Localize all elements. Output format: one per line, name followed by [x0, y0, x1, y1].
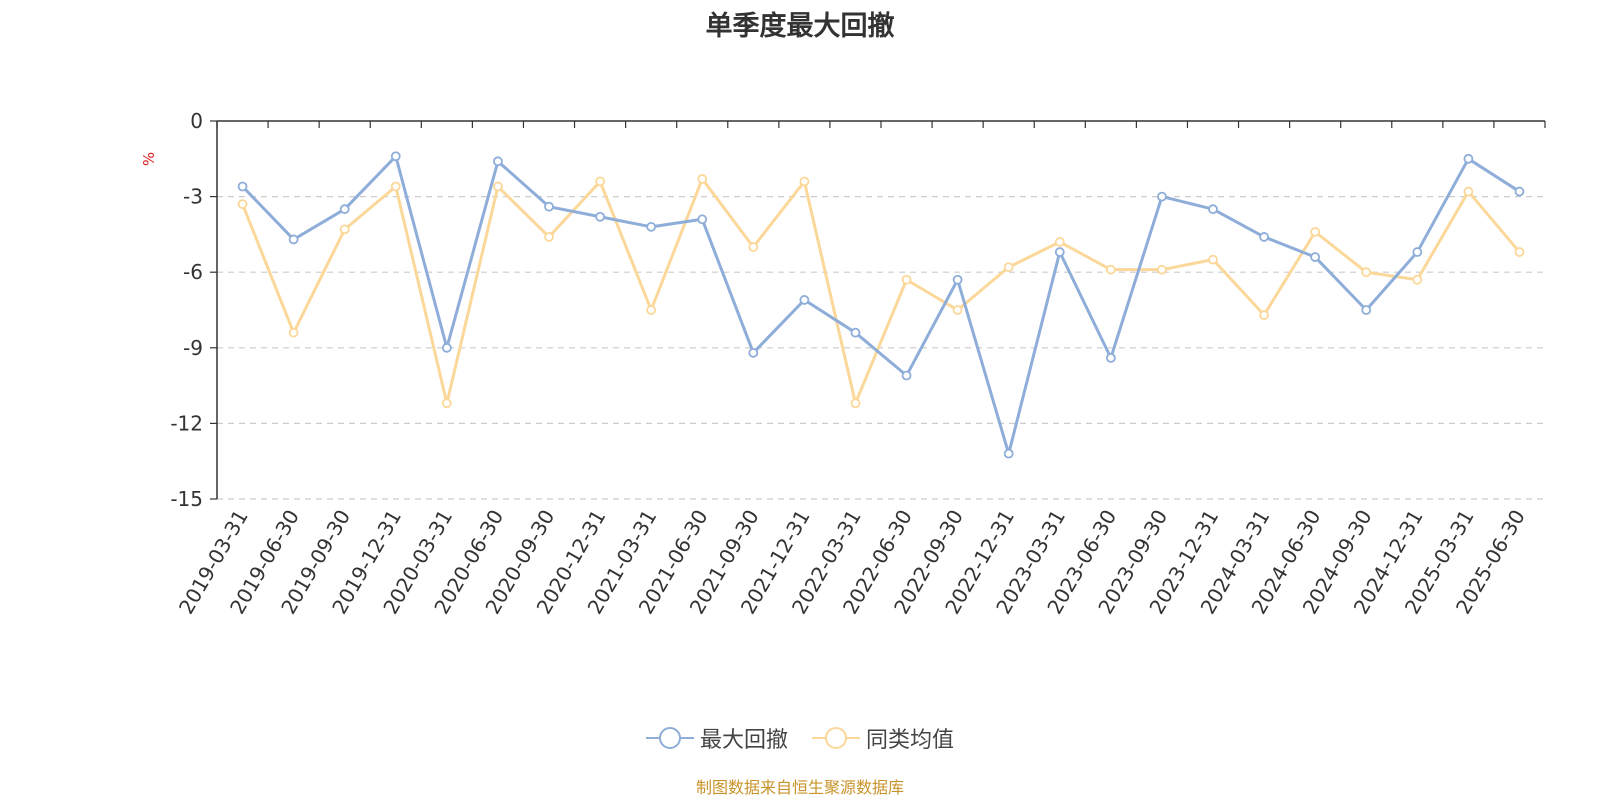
data-point [901, 274, 912, 285]
data-point [1208, 204, 1218, 215]
x-tick-labels: 2019-03-312019-06-302019-09-302019-12-31… [174, 506, 1530, 619]
data-point [288, 234, 299, 245]
legend: 最大回撤 同类均值 [0, 722, 1600, 754]
data-point [339, 224, 350, 235]
data-point [1105, 352, 1116, 363]
data-point [646, 221, 657, 232]
data-point [544, 232, 554, 242]
data-point [1208, 254, 1218, 265]
data-point [646, 305, 657, 315]
data-point [1157, 264, 1167, 275]
data-point [850, 327, 861, 338]
data-point [595, 176, 605, 187]
data-point [1105, 264, 1116, 275]
data-point [237, 181, 248, 192]
data-point [952, 305, 963, 315]
grid-lines [217, 196, 1545, 500]
data-point [1003, 262, 1014, 273]
y-tick-label: -9 [183, 336, 203, 360]
data-point [1514, 186, 1525, 197]
data-point [1003, 448, 1014, 459]
data-point [901, 370, 912, 381]
y-tick-label: -15 [170, 487, 203, 511]
legend-swatch-peer-average [812, 727, 860, 749]
data-point [288, 327, 299, 338]
data-point [799, 295, 810, 305]
data-point [493, 181, 503, 192]
y-tick-label: 0 [190, 109, 203, 133]
data-point [748, 347, 759, 358]
y-tick-label: -6 [183, 260, 203, 284]
data-point [544, 201, 554, 212]
data-point [952, 274, 963, 285]
data-point [1514, 247, 1525, 257]
legend-label-max-drawdown: 最大回撤 [699, 728, 788, 753]
data-point [493, 156, 503, 167]
data-point [1463, 186, 1474, 197]
legend-item-peer-average[interactable]: 同类均值 [812, 722, 954, 754]
data-point [595, 211, 605, 222]
data-point [1361, 305, 1372, 315]
data-point [697, 174, 708, 184]
data-source-note: 制图数据来自恒生聚源数据库 [695, 778, 904, 797]
y-tick-label: -12 [170, 411, 203, 435]
legend-item-max-drawdown[interactable]: 最大回撤 [645, 722, 788, 754]
data-point [237, 199, 248, 210]
chart-title: 单季度最大回撤 [705, 11, 895, 42]
data-point [390, 151, 401, 162]
data-point [1310, 226, 1321, 237]
data-point [390, 181, 401, 192]
y-tick-label: -3 [183, 185, 203, 209]
legend-swatch-max-drawdown [645, 727, 694, 749]
series-lines [237, 151, 1525, 459]
data-point [697, 214, 708, 225]
data-point [441, 342, 452, 353]
legend-label-peer-average: 同类均值 [866, 728, 955, 753]
data-point [1310, 252, 1321, 262]
data-point [441, 398, 452, 409]
data-point [850, 398, 861, 409]
data-point [1054, 247, 1065, 257]
data-point [1412, 274, 1423, 285]
series-line [241, 154, 1521, 456]
data-point [748, 242, 759, 252]
axes [210, 120, 1546, 500]
data-point [1259, 310, 1269, 320]
data-point [1412, 247, 1423, 257]
data-point [339, 204, 350, 215]
data-point [1463, 153, 1474, 164]
data-point [799, 176, 810, 187]
data-point [1259, 232, 1269, 242]
data-point [1157, 191, 1167, 202]
data-point [1361, 267, 1372, 278]
y-tick-labels: 0 -3 -6 -9 -12 -15 [170, 109, 203, 511]
series-line [241, 177, 1521, 405]
data-point [1054, 237, 1065, 247]
